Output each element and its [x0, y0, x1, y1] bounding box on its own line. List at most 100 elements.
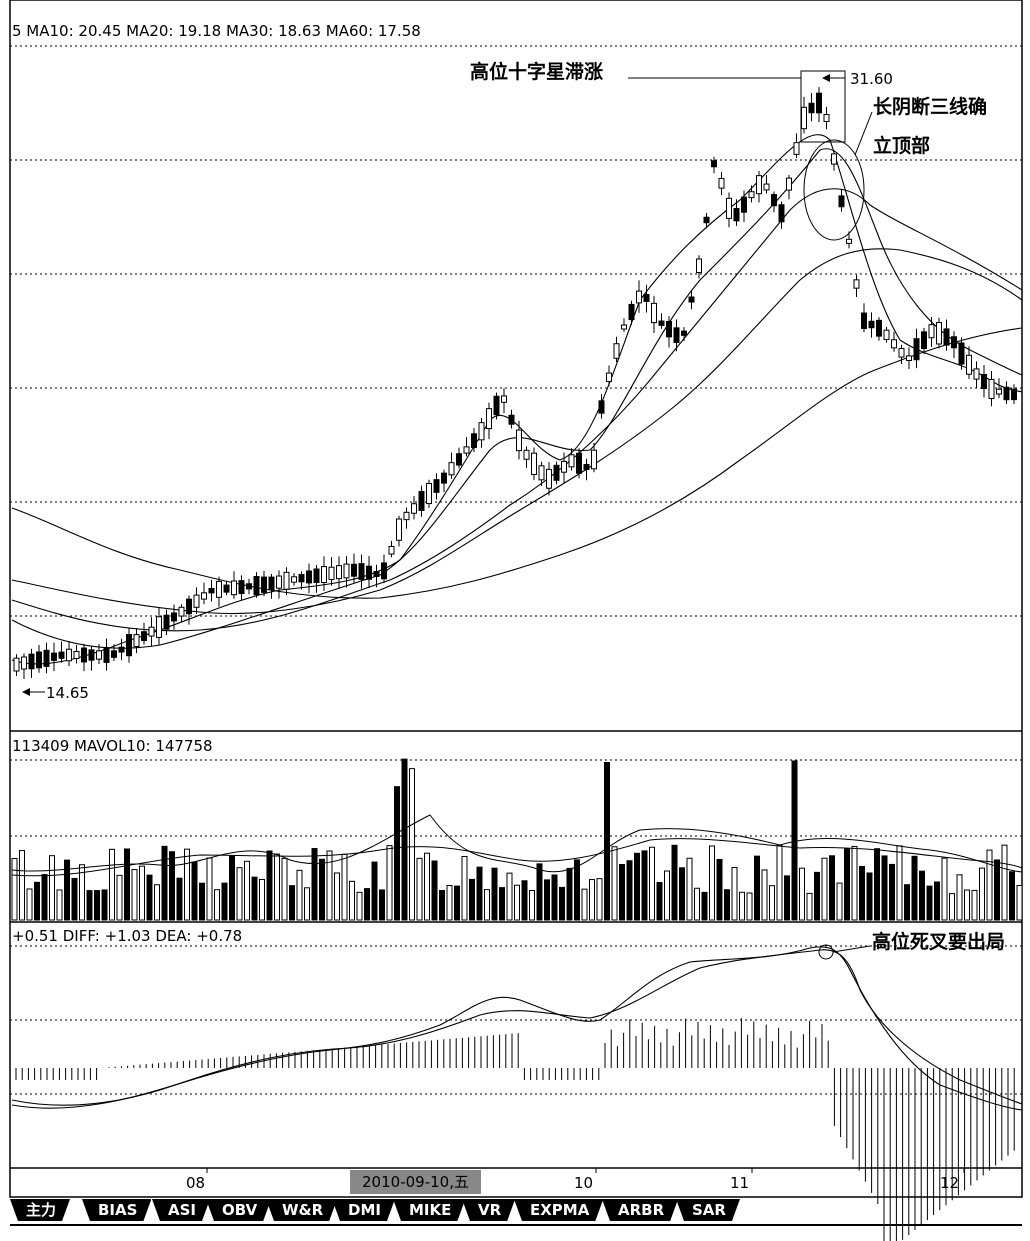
price-low-label: 14.65 [46, 684, 89, 702]
tab-asi[interactable]: ASI [152, 1199, 210, 1221]
candle [516, 420, 522, 460]
candle [238, 575, 245, 601]
candle [396, 515, 402, 547]
candle [591, 442, 597, 473]
tab-zhuli[interactable]: 主力 [10, 1199, 70, 1221]
tab-wr[interactable]: W&R [266, 1199, 337, 1221]
candle [561, 452, 567, 483]
candle [523, 446, 530, 468]
volume-bar [281, 857, 288, 921]
volume-bar [371, 861, 378, 921]
ma5-line [11, 134, 1023, 665]
candle [951, 331, 957, 359]
candle [756, 171, 762, 203]
tab-bias[interactable]: BIAS [82, 1199, 151, 1221]
volume-bar [724, 889, 730, 921]
volume-bar [761, 869, 768, 921]
volume-bar [229, 855, 235, 921]
volume-bar [461, 855, 468, 921]
volume-bar [979, 867, 985, 921]
candle [621, 318, 627, 333]
candle [388, 540, 395, 558]
candle [223, 581, 230, 596]
ma10-line [11, 148, 1023, 649]
candle [651, 295, 657, 333]
candle [943, 319, 950, 351]
volume-bar [911, 855, 918, 921]
volume-bar [1016, 884, 1023, 921]
volume-bar [206, 857, 213, 921]
candle [418, 485, 425, 517]
volume-bar [476, 866, 483, 921]
tab-dmi[interactable]: DMI [332, 1199, 395, 1221]
annotation-death-cross: 高位死叉要出局 [872, 930, 1005, 953]
candle [463, 437, 470, 457]
annotation-high-cross: 高位十字星滞涨 [470, 60, 603, 83]
volume-bar [596, 878, 603, 921]
candle [426, 479, 432, 508]
candle [703, 213, 710, 229]
volume-bar [941, 857, 948, 921]
volume-bar [176, 877, 183, 921]
tab-obv[interactable]: OBV [206, 1199, 271, 1221]
candle [658, 313, 665, 329]
volume-bar [956, 874, 963, 921]
volume-bar [686, 857, 693, 921]
candle [201, 582, 207, 605]
volume-bar [424, 852, 430, 921]
candle [291, 573, 297, 586]
candle [718, 171, 725, 196]
volume-bar [326, 850, 333, 921]
candle [823, 106, 830, 130]
candle [193, 587, 200, 615]
volume-bar [251, 876, 258, 921]
volume-bar [604, 761, 610, 921]
volume-bar [386, 845, 393, 921]
candle [568, 448, 575, 471]
candle [133, 628, 140, 654]
volume-bar [521, 880, 528, 921]
candle [666, 316, 672, 348]
candle [831, 150, 837, 171]
volume-bar [71, 877, 78, 921]
long-yin-circle [803, 139, 865, 241]
candle [891, 331, 897, 352]
candle [958, 337, 965, 370]
tab-vr[interactable]: VR [462, 1199, 515, 1221]
volume-bar [11, 858, 18, 921]
candle [876, 317, 882, 341]
volume-bar [491, 867, 498, 921]
tab-mike[interactable]: MIKE [393, 1199, 465, 1221]
candle [726, 192, 732, 228]
volume-bar [694, 887, 700, 921]
volume-bar [79, 864, 85, 921]
candle [66, 640, 72, 667]
candle [73, 644, 80, 664]
volume-bar [784, 875, 790, 921]
volume-bar [671, 844, 678, 921]
candle [748, 185, 755, 203]
tab-sar[interactable]: SAR [676, 1199, 740, 1221]
candle [921, 327, 927, 355]
tab-arbr[interactable]: ARBR [602, 1199, 678, 1221]
candle [13, 654, 20, 676]
volume-bar [296, 869, 303, 921]
volume-bar [791, 760, 798, 921]
candle [261, 570, 267, 597]
tab-expma[interactable]: EXPMA [514, 1199, 603, 1221]
volume-bar [334, 872, 340, 921]
volume-bar [56, 889, 63, 921]
candle [771, 191, 777, 213]
volume-bar [559, 886, 565, 921]
candle [681, 327, 687, 341]
candle [598, 393, 605, 419]
candle [186, 595, 192, 625]
candle [538, 461, 545, 486]
volume-bar [611, 846, 618, 921]
candle [81, 643, 87, 672]
candle [36, 644, 42, 673]
volume-bar [799, 867, 805, 921]
candle [208, 579, 215, 602]
long-yin-leader [854, 111, 873, 156]
